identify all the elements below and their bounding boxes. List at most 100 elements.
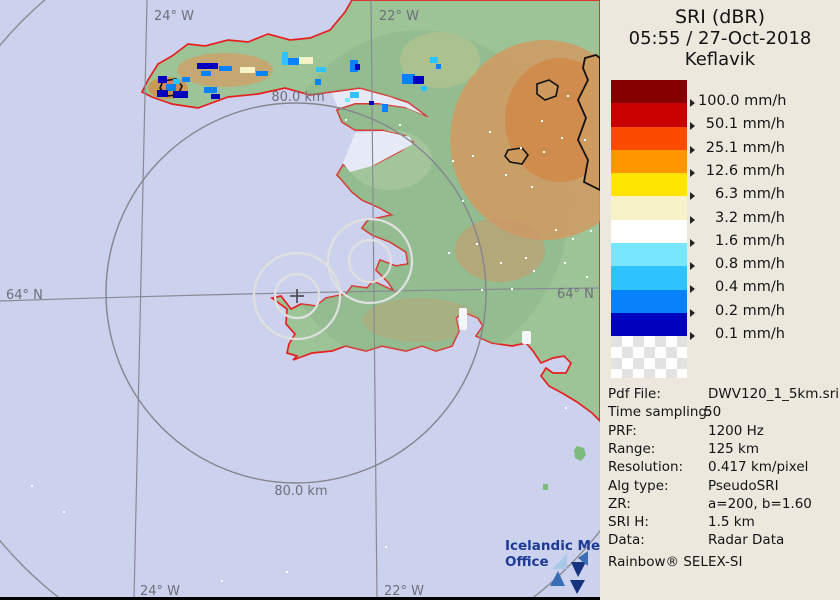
legend-label-row: 50.1 mm/h xyxy=(688,116,788,136)
precip-cell xyxy=(282,52,288,65)
island xyxy=(543,484,548,490)
legend-label-row: 0.1 mm/h xyxy=(688,326,788,346)
legend-band xyxy=(611,196,687,220)
lake-white xyxy=(522,331,531,344)
tick-arrow-icon xyxy=(690,262,695,270)
speckle-dot xyxy=(572,238,574,240)
speckle-dot xyxy=(472,155,474,157)
tick-arrow-icon xyxy=(690,122,695,130)
speckle-dot xyxy=(31,485,33,487)
legend-label-row: 3.2 mm/h xyxy=(688,210,788,230)
legend-band xyxy=(611,80,687,104)
icelandic-met-office-logo: Icelandic Met Office xyxy=(505,538,607,594)
island xyxy=(574,446,586,461)
speckle-dot xyxy=(561,137,563,139)
speckle-dot xyxy=(448,252,450,254)
lon-label-top-left: 24° W xyxy=(154,9,194,24)
precip-cell xyxy=(315,79,321,85)
radar-site-marker-keflavik xyxy=(252,251,342,341)
legend-band xyxy=(611,289,687,313)
precip-cell xyxy=(421,86,427,91)
speckle-dot xyxy=(565,407,567,409)
legend-band xyxy=(611,266,687,290)
speckle-dot xyxy=(541,120,543,122)
precip-cell xyxy=(316,67,326,72)
speckle-dot xyxy=(543,151,545,153)
tick-arrow-icon xyxy=(690,239,695,247)
meta-row: PRF: 1200 Hz xyxy=(608,423,764,439)
lat-label-left: 64° N xyxy=(6,288,43,303)
radar-map-canvas: 24° W 22° W 24° W 22° W 64° N 64° N 80.0… xyxy=(0,0,683,600)
precip-cell xyxy=(345,98,350,102)
speckle-dot xyxy=(590,230,592,232)
legend-band xyxy=(611,173,687,197)
tick-arrow-icon xyxy=(690,146,695,154)
legend-label-row: 25.1 mm/h xyxy=(688,140,788,160)
precip-cell xyxy=(350,92,359,98)
speckle-dot xyxy=(586,276,588,278)
tick-arrow-icon xyxy=(690,216,695,224)
speckle-dot xyxy=(505,174,507,176)
legend-label-row: 100.0 mm/h xyxy=(688,93,788,113)
product-title: SRI (dBR) xyxy=(674,6,766,28)
meta-row: Range: 125 km xyxy=(608,441,760,457)
speckle-dot xyxy=(520,147,522,149)
legend-transparent-swatch xyxy=(611,336,687,379)
logo-text-line2: Office xyxy=(505,554,549,570)
speckle-dot xyxy=(525,257,527,259)
speckle-dot xyxy=(511,288,513,290)
window-bottom-edge xyxy=(0,597,600,600)
precip-cell xyxy=(211,94,220,99)
precip-cell xyxy=(369,101,374,105)
precip-cell xyxy=(166,84,176,91)
lat-label-right: 64° N xyxy=(557,287,594,302)
precip-cell xyxy=(182,77,190,82)
tick-arrow-icon xyxy=(690,169,695,177)
software-credit: Rainbow® SELEX-SI xyxy=(608,554,743,570)
speckle-dot xyxy=(345,119,347,121)
speckle-dot xyxy=(399,124,401,126)
legend-band xyxy=(611,126,687,150)
precip-cell xyxy=(204,87,217,93)
speckle-dot xyxy=(489,131,491,133)
lake-outline xyxy=(536,79,559,101)
meta-row: SRI H: 1.5 km xyxy=(608,514,755,530)
precip-cell xyxy=(350,60,358,72)
precip-cell xyxy=(288,58,299,65)
legend-label-row: 0.2 mm/h xyxy=(688,303,788,323)
radar-map: 24° W 22° W 24° W 22° W 64° N 64° N 80.0… xyxy=(0,0,683,600)
range-ring-label-top: 80.0 km xyxy=(271,90,324,105)
pinwheel-icon xyxy=(550,551,588,594)
range-ring-80km xyxy=(105,102,487,484)
lake-white xyxy=(459,308,467,330)
meta-row: Alg type: PseudoSRI xyxy=(608,478,779,494)
speckle-dot xyxy=(564,262,566,264)
lon-label-bottom-left: 24° W xyxy=(140,584,180,599)
fjord-hvalfjordur xyxy=(343,131,413,172)
precip-cell xyxy=(382,104,388,112)
speckle-layer xyxy=(31,95,592,582)
speckle-dot xyxy=(221,580,223,582)
precip-cell xyxy=(173,79,180,84)
legend-label-row: 6.3 mm/h xyxy=(688,186,788,206)
precip-cell xyxy=(256,71,268,76)
legend-band xyxy=(611,219,687,244)
speckle-dot xyxy=(286,571,288,573)
tick-arrow-icon xyxy=(690,332,695,340)
precip-cell xyxy=(173,91,188,98)
precip-cell xyxy=(240,67,255,73)
speckle-dot xyxy=(567,95,569,97)
legend-label-row: 1.6 mm/h xyxy=(688,233,788,253)
legend-band xyxy=(611,103,687,127)
radar-site-marker-secondary xyxy=(326,217,414,305)
speckle-dot xyxy=(584,139,586,141)
legend-colorbar xyxy=(611,80,687,379)
lake-outline-large xyxy=(577,54,601,192)
speckle-dot xyxy=(452,160,454,162)
meridian-24w xyxy=(133,0,148,600)
meta-row: Resolution: 0.417 km/pixel xyxy=(608,459,809,475)
lon-label-top-right: 22° W xyxy=(379,9,419,24)
precip-cell xyxy=(436,64,441,69)
legend-band xyxy=(611,149,687,174)
speckle-dot xyxy=(531,186,533,188)
